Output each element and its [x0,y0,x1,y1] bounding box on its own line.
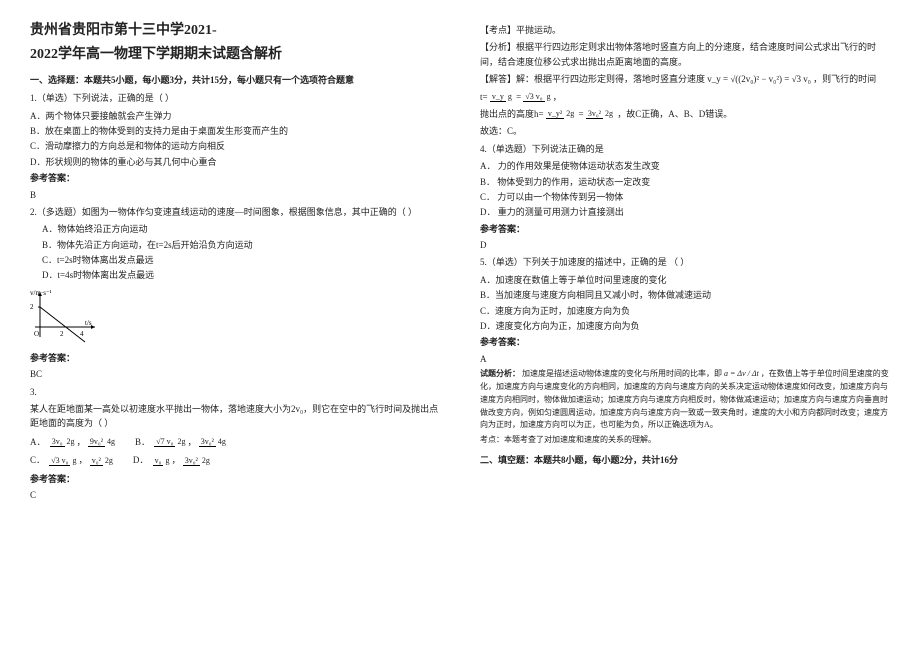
q3-A-h-den: 4g [105,437,117,446]
graph-xtick-4: 4 [80,330,84,338]
left-column: 贵州省贵阳市第十三中学2021- 2022学年高一物理下学期期末试题含解析 一、… [30,20,440,504]
graph-xlabel: t/s [85,319,92,327]
q3-explain-solve: 【解答】解：根据平行四边形定则得，落地时竖直分速度 v_y = √((2v₀)²… [480,72,890,86]
graph-ytick: 2 [30,303,34,311]
q3-row1: A． 3v₀2g， 9v₀²4g B． √7 v₀2g， 3v₀²4g [30,435,440,449]
q5-expl-point: 考点：本题考查了对加速度和速度的关系的理解。 [480,434,890,447]
q3-B-t-den: 2g [175,437,187,446]
q1-ans-label: 参考答案： [30,171,440,185]
q5-ans-label: 参考答案： [480,335,890,349]
q5-optC: C．速度方向为正时，加速度方向为负 [480,304,890,318]
q2-ans-label: 参考答案： [30,351,440,365]
q4-optA: A． 力的作用效果是使物体运动状态发生改变 [480,159,890,173]
q5-expl-pre: 加速度是描述运动物体速度的变化与所用时间的比率，即 [522,369,722,378]
q5-optA: A．加速度在数值上等于单位时间里速度的变化 [480,273,890,287]
q5-optD: D．速度变化方向为正，加速度方向为负 [480,319,890,333]
q5-expl-eq: a = Δv / Δt [724,369,759,378]
q3-C-t-num: √3 v₀ [49,456,70,466]
q3-D-h-num: 3v₀² [183,456,200,466]
q1-optA: A．两个物体只要接触就会产生弹力 [30,109,440,123]
q3-D-t-den: g [163,456,171,465]
q2-optC: C．t=2s时物体离出发点最远 [42,253,440,267]
q3-t-eq: t= v_yg = √3 v₀g， [480,90,890,104]
q3-ans: C [30,488,440,502]
q3-A-t-num: 3v₀ [50,437,65,447]
q4-optB: B． 物体受到力的作用，运动状态一定改变 [480,175,890,189]
q5-optB: B．当加速度与速度方向相同且又减小时，物体做减速运动 [480,288,890,302]
q5-expl-label: 试题分析： [480,369,520,378]
q4-optD: D． 重力的测量可用测力计直接测出 [480,205,890,219]
q1-ans: B [30,188,440,202]
q3-D-h-den: 2g [200,456,212,465]
q3-B-h-den: 4g [216,437,228,446]
q3-row2: C． √3 v₀g， v₀²2g D． v₀g， 3v₀²2g [30,453,440,467]
q4-ans-label: 参考答案： [480,222,890,236]
q2-graph: 2 2 4 v/m·s⁻¹ t/s O [30,287,100,347]
q3-A-t-den: 2g [65,437,77,446]
right-column: 【考点】平抛运动。 【分析】根据平行四边形定则求出物体落地时竖直方向上的分速度，… [480,20,890,504]
q2-optB: B．物体先沿正方向运动，在t=2s后开始沿负方向运动 [42,238,440,252]
q3-stem-1: 3. [30,385,440,399]
q3-explain-analysis: 【分析】根据平行四边形定则求出物体落地时竖直方向上的分速度，结合速度时间公式求出… [480,40,890,69]
q3-eq1: v_y = √((2v₀)² − v₀²) = √3 v₀ [707,74,811,84]
q3-A-h-num: 9v₀² [88,437,105,447]
q5-expl-post: ，在数值上等于单位时间里速度的变化，加速度方向与速度变化的方向相同，加速度的方向… [480,369,889,429]
q2-optD: D．t=4s时物体离出发点最远 [42,268,440,282]
graph-ylabel: v/m·s⁻¹ [30,289,52,297]
q5-stem: 5.（单选）下列关于加速度的描述中，正确的是 （ ） [480,255,890,269]
q1-stem: 1.（单选）下列说法，正确的是（ ） [30,91,440,105]
doc-title-1: 贵州省贵阳市第十三中学2021- [30,20,440,42]
q1-optC: C．滑动摩擦力的方向总是和物体的运动方向相反 [30,139,440,153]
q3-D-t-num: v₀ [153,456,164,466]
q3-solve-mid: ，则飞行的时间 [813,74,876,84]
q3-final: 故选：C。 [480,124,890,138]
q2-optA: A．物体始终沿正方向运动 [42,222,440,236]
q3-C-h-num: v₀² [90,456,103,466]
q2-ans: BC [30,367,440,381]
graph-origin: O [34,330,39,338]
graph-xtick-2: 2 [60,330,64,338]
q4-ans: D [480,238,890,252]
doc-title-2: 2022学年高一物理下学期期末试题含解析 [30,44,440,66]
section-2-heading: 二、填空题：本题共8小题，每小题2分，共计16分 [480,453,890,467]
q3-explain-tag: 【考点】平抛运动。 [480,23,890,37]
q1-optB: B．放在桌面上的物体受到的支持力是由于桌面发生形变而产生的 [30,124,440,138]
q1-optD: D．形状规则的物体的重心必与其几何中心重合 [30,155,440,169]
q4-stem: 4.（单选题）下列说法正确的是 [480,142,890,156]
q3-B-t-num: √7 v₀ [154,437,175,447]
q3-h-line: 抛出点的高度h= v_y²2g = 3v₀²2g ，故C正确，A、B、D错误。 [480,107,890,121]
q5-ans: A [480,352,890,366]
q3-stem-2: 某人在距地面某一高处以初速度水平抛出一物体，落地速度大小为2v₀，则它在空中的飞… [30,402,440,431]
q3-B-h-num: 3v₀² [199,437,216,447]
q3-ans-label: 参考答案： [30,472,440,486]
q3-solve-pre: 【解答】解：根据平行四边形定则得，落地时竖直分速度 [480,74,705,84]
q4-optC: C． 力可以由一个物体传到另一物体 [480,190,890,204]
section-1-heading: 一、选择题：本题共5小题，每小题3分，共计15分，每小题只有一个选项符合题意 [30,73,440,87]
q3-C-t-den: g [70,456,78,465]
q2-stem: 2.（多选题）如图为一物体作匀变速直线运动的速度—时间图象，根据图象信息，其中正… [30,205,440,219]
q3-C-h-den: 2g [103,456,115,465]
q5-expl: 试题分析： 加速度是描述运动物体速度的变化与所用时间的比率，即 a = Δv /… [480,368,890,432]
